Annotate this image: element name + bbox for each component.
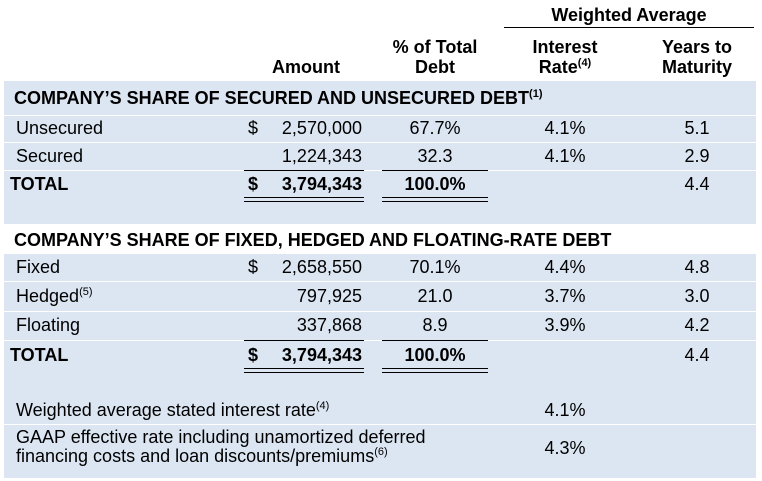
interest-rate-header-line1: Interest bbox=[532, 37, 598, 57]
pct-total-header-line2: Debt bbox=[415, 57, 455, 77]
row-fixed-label: Fixed bbox=[16, 257, 61, 277]
section1-subtotal-rule-amount bbox=[244, 170, 364, 171]
section2-total-dollar: $ bbox=[248, 345, 259, 365]
row-fixed-pct: 70.1% bbox=[409, 257, 461, 277]
row-floating-label: Floating bbox=[16, 315, 81, 335]
section1-total-pct: 100.0% bbox=[404, 174, 466, 194]
amount-header: Amount bbox=[272, 57, 340, 77]
section1-footnote: (1) bbox=[529, 88, 543, 100]
row-unsecured-years: 5.1 bbox=[684, 118, 710, 138]
pct-total-header-line1: % of Total bbox=[392, 37, 478, 57]
stated-rate-value: 4.1% bbox=[544, 400, 586, 420]
row-secured-rate: 4.1% bbox=[544, 146, 586, 166]
row-floating-amount: 337,868 bbox=[296, 315, 362, 335]
row-secured-pct: 32.3 bbox=[417, 146, 453, 166]
gaap-rate-label-line1: GAAP effective rate including unamortize… bbox=[16, 427, 426, 447]
hedged-footnote: (5) bbox=[79, 286, 93, 298]
section1-total-amount: 3,794,343 bbox=[281, 174, 362, 194]
row-secured-years: 2.9 bbox=[684, 146, 710, 166]
years-maturity-header-line2: Maturity bbox=[661, 57, 732, 77]
section2-total-years: 4.4 bbox=[684, 345, 710, 365]
row-hedged-rate: 3.7% bbox=[544, 286, 586, 306]
row-fixed-amount: 2,658,550 bbox=[281, 257, 362, 277]
row-hedged-amount: 797,925 bbox=[296, 286, 362, 306]
weighted-average-label: Weighted Average bbox=[551, 5, 707, 25]
stated-rate-label: Weighted average stated interest rate(4) bbox=[16, 400, 330, 420]
section1-total-dollar: $ bbox=[248, 174, 259, 194]
spacer-band-1 bbox=[4, 200, 756, 224]
row-floating-rate: 3.9% bbox=[544, 315, 586, 335]
row-unsecured-dollar: $ bbox=[248, 118, 259, 138]
section2-total-pct: 100.0% bbox=[404, 345, 466, 365]
section2-total-double-rule-amount bbox=[244, 368, 364, 373]
section1-subtotal-rule-pct bbox=[382, 170, 488, 171]
section1-header-band bbox=[4, 81, 756, 115]
row-unsecured-rate: 4.1% bbox=[544, 118, 586, 138]
section2-subtotal-rule-pct bbox=[382, 340, 488, 341]
gaap-rate-label-line2: financing costs and loan discounts/premi… bbox=[16, 446, 388, 466]
section1-total-label: TOTAL bbox=[10, 174, 69, 194]
section1-body-band bbox=[4, 115, 756, 200]
row-unsecured-label: Unsecured bbox=[16, 118, 104, 138]
section1-total-years: 4.4 bbox=[684, 174, 710, 194]
interest-rate-footnote: (4) bbox=[577, 57, 592, 69]
row-unsecured-pct: 67.7% bbox=[409, 118, 461, 138]
weighted-average-rule bbox=[504, 27, 754, 28]
row-floating-years: 4.2 bbox=[684, 315, 710, 335]
row-fixed-dollar: $ bbox=[248, 257, 259, 277]
section2-total-double-rule-pct bbox=[382, 368, 488, 373]
interest-rate-header-line2: Rate(4) bbox=[538, 57, 592, 77]
stated-rate-footnote: (4) bbox=[315, 400, 330, 412]
row-fixed-rate: 4.4% bbox=[544, 257, 586, 277]
section1-title: COMPANY’S SHARE OF SECURED AND UNSECURED… bbox=[14, 88, 543, 108]
section1-total-double-rule-pct bbox=[382, 197, 488, 202]
footer-band bbox=[4, 394, 756, 478]
row-hedged-pct: 21.0 bbox=[417, 286, 453, 306]
row-fixed-years: 4.8 bbox=[684, 257, 710, 277]
spacer-band-2 bbox=[4, 370, 756, 394]
row-secured-amount: 1,224,343 bbox=[281, 146, 362, 166]
gaap-rate-footnote: (6) bbox=[374, 446, 388, 458]
section2-title: COMPANY’S SHARE OF FIXED, HEDGED AND FLO… bbox=[14, 230, 612, 250]
row-secured-label: Secured bbox=[16, 146, 84, 166]
row-unsecured-amount: 2,570,000 bbox=[281, 118, 362, 138]
section1-total-double-rule-amount bbox=[244, 197, 364, 202]
section2-total-label: TOTAL bbox=[10, 345, 69, 365]
gaap-rate-value: 4.3% bbox=[544, 438, 586, 458]
section2-total-amount: 3,794,343 bbox=[281, 345, 362, 365]
section2-subtotal-rule-amount bbox=[244, 340, 364, 341]
row-hedged-label: Hedged(5) bbox=[16, 286, 93, 306]
section2-body-band bbox=[4, 254, 756, 370]
row-hedged-years: 3.0 bbox=[684, 286, 710, 306]
years-maturity-header-line1: Years to bbox=[661, 37, 733, 57]
row-floating-pct: 8.9 bbox=[422, 315, 448, 335]
